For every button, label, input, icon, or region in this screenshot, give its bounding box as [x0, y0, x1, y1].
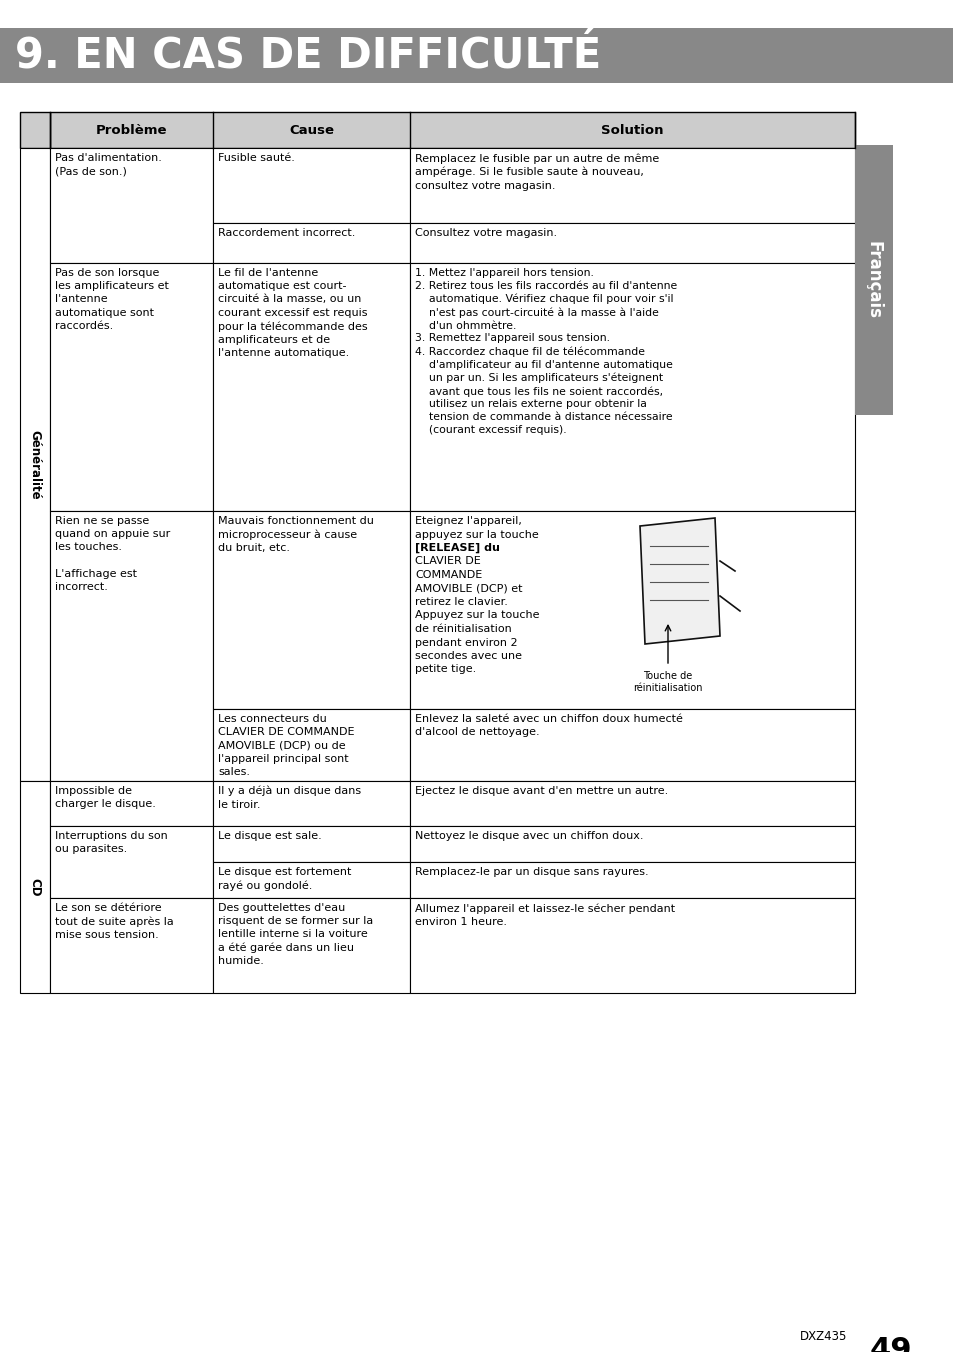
Text: Le disque est sale.: Le disque est sale. [218, 831, 321, 841]
Text: Le son se détériore
tout de suite après la
mise sous tension.: Le son se détériore tout de suite après … [55, 903, 173, 940]
Text: petite tige.: petite tige. [415, 664, 476, 675]
Text: Le fil de l'antenne
automatique est court-
circuité à la masse, ou un
courant ex: Le fil de l'antenne automatique est cour… [218, 268, 367, 358]
Text: Français: Français [864, 241, 882, 319]
Text: CD: CD [29, 877, 42, 896]
Text: Rien ne se passe
quand on appuie sur
les touches.

L'affichage est
incorrect.: Rien ne se passe quand on appuie sur les… [55, 516, 170, 592]
Text: retirez le clavier.: retirez le clavier. [415, 598, 507, 607]
Text: [RELEASE] du: [RELEASE] du [415, 544, 499, 553]
Bar [213, 147, 410, 223]
Text: Enlevez la saleté avec un chiffon doux humecté
d'alcool de nettoyage.: Enlevez la saleté avec un chiffon doux h… [415, 714, 682, 737]
Text: DXZ435: DXZ435 [800, 1330, 846, 1343]
Bar [213, 781, 410, 826]
Text: pendant environ 2: pendant environ 2 [415, 638, 517, 648]
Bar [50, 112, 854, 147]
Text: de réinitialisation: de réinitialisation [415, 625, 511, 634]
Text: Consultez votre magasin.: Consultez votre magasin. [415, 228, 557, 238]
Text: CLAVIER DE: CLAVIER DE [415, 557, 480, 566]
Text: Allumez l'appareil et laissez-le sécher pendant
environ 1 heure.: Allumez l'appareil et laissez-le sécher … [415, 903, 675, 926]
Bar [410, 511, 854, 708]
Bar [20, 147, 50, 781]
Bar [213, 264, 410, 511]
Bar [20, 112, 50, 147]
Text: Mauvais fonctionnement du
microprocesseur à cause
du bruit, etc.: Mauvais fonctionnement du microprocesseu… [218, 516, 374, 553]
Bar [410, 898, 854, 992]
Bar [410, 708, 854, 781]
Text: Généralité: Généralité [29, 430, 42, 499]
Text: Fusible sauté.: Fusible sauté. [218, 153, 294, 164]
Bar [410, 781, 854, 826]
Bar [410, 863, 854, 898]
Text: Problème: Problème [95, 123, 167, 137]
Text: Le disque est fortement
rayé ou gondolé.: Le disque est fortement rayé ou gondolé. [218, 867, 351, 891]
Text: 9. EN CAS DE DIFFICULTÉ: 9. EN CAS DE DIFFICULTÉ [15, 35, 600, 77]
Bar [50, 147, 213, 264]
Text: Cause: Cause [289, 123, 334, 137]
Text: 1. Mettez l'appareil hors tension.
2. Retirez tous les fils raccordés au fil d'a: 1. Mettez l'appareil hors tension. 2. Re… [415, 268, 677, 435]
Text: Pas de son lorsque
les amplificateurs et
l'antenne
automatique sont
raccordés.: Pas de son lorsque les amplificateurs et… [55, 268, 169, 331]
Text: 49: 49 [869, 1336, 912, 1352]
Text: Impossible de
charger le disque.: Impossible de charger le disque. [55, 786, 155, 810]
Bar [20, 781, 50, 992]
Bar [213, 223, 410, 264]
Bar [213, 708, 410, 781]
Text: Interruptions du son
ou parasites.: Interruptions du son ou parasites. [55, 831, 168, 854]
Bar [213, 863, 410, 898]
Bar [213, 826, 410, 863]
Text: Solution: Solution [600, 123, 663, 137]
Bar [213, 511, 410, 708]
Bar [410, 264, 854, 511]
Text: Pas d'alimentation.
(Pas de son.): Pas d'alimentation. (Pas de son.) [55, 153, 162, 176]
Text: Nettoyez le disque avec un chiffon doux.: Nettoyez le disque avec un chiffon doux. [415, 831, 643, 841]
Text: Il y a déjà un disque dans
le tiroir.: Il y a déjà un disque dans le tiroir. [218, 786, 361, 810]
Text: Touche de
réinitialisation: Touche de réinitialisation [633, 671, 702, 694]
Text: COMMANDE: COMMANDE [415, 571, 482, 580]
Text: Remplacez-le par un disque sans rayures.: Remplacez-le par un disque sans rayures. [415, 867, 648, 877]
Bar [50, 898, 213, 992]
Text: appuyez sur la touche: appuyez sur la touche [415, 530, 538, 539]
Text: Remplacez le fusible par un autre de même
ampérage. Si le fusible saute à nouvea: Remplacez le fusible par un autre de mêm… [415, 153, 659, 191]
Text: Raccordement incorrect.: Raccordement incorrect. [218, 228, 355, 238]
Bar [50, 826, 213, 898]
Bar [410, 223, 854, 264]
Bar [50, 781, 213, 826]
Bar [410, 147, 854, 223]
Text: Les connecteurs du
CLAVIER DE COMMANDE
AMOVIBLE (DCP) ou de
l'appareil principal: Les connecteurs du CLAVIER DE COMMANDE A… [218, 714, 355, 777]
Bar [0, 28, 953, 82]
Polygon shape [639, 518, 720, 644]
Text: Appuyez sur la touche: Appuyez sur la touche [415, 611, 539, 621]
Bar [854, 145, 892, 415]
Text: Eteignez l'appareil,: Eteignez l'appareil, [415, 516, 521, 526]
Text: AMOVIBLE (DCP) et: AMOVIBLE (DCP) et [415, 584, 522, 594]
Bar [50, 511, 213, 781]
Bar [410, 826, 854, 863]
Bar [213, 898, 410, 992]
Text: secondes avec une: secondes avec une [415, 652, 521, 661]
Text: Ejectez le disque avant d'en mettre un autre.: Ejectez le disque avant d'en mettre un a… [415, 786, 667, 796]
Bar [50, 264, 213, 511]
Text: Des gouttelettes d'eau
risquent de se former sur la
lentille interne si la voitu: Des gouttelettes d'eau risquent de se fo… [218, 903, 373, 967]
